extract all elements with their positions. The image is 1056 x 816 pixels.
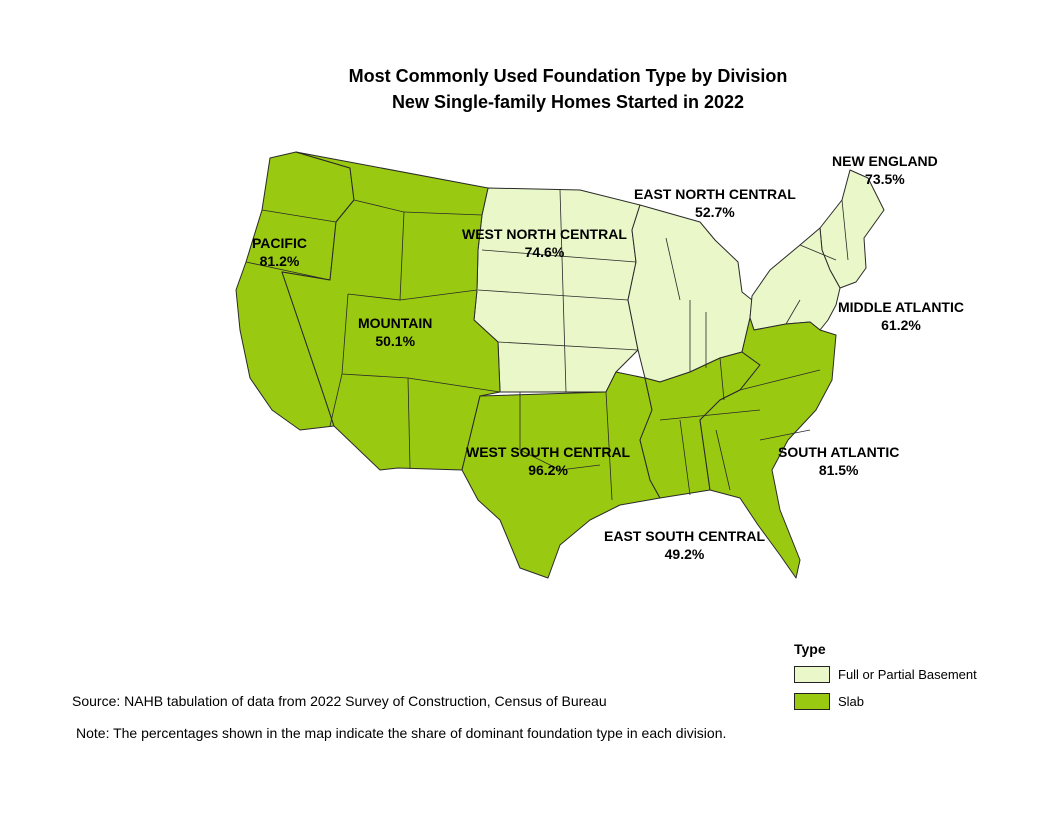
label-name: MIDDLE ATLANTIC (838, 299, 964, 315)
label-new-england: NEW ENGLAND 73.5% (832, 152, 938, 188)
label-name: PACIFIC (252, 235, 307, 251)
legend-swatch-basement (794, 666, 830, 683)
label-percent: 81.2% (259, 253, 300, 269)
label-east-north-central: EAST NORTH CENTRAL 52.7% (634, 185, 796, 221)
label-name: EAST NORTH CENTRAL (634, 186, 796, 202)
legend-swatch-slab (794, 693, 830, 710)
label-west-north-central: WEST NORTH CENTRAL 74.6% (462, 225, 627, 261)
legend-label: Full or Partial Basement (838, 667, 977, 682)
label-name: MOUNTAIN (358, 315, 433, 331)
legend-label: Slab (838, 694, 865, 709)
label-middle-atlantic: MIDDLE ATLANTIC 61.2% (838, 298, 964, 334)
legend-title: Type (794, 641, 826, 657)
label-name: SOUTH ATLANTIC (778, 444, 900, 460)
legend-item-basement: Full or Partial Basement (794, 666, 977, 683)
label-percent: 50.1% (375, 333, 416, 349)
label-percent: 49.2% (664, 546, 705, 562)
label-name: WEST NORTH CENTRAL (462, 226, 627, 242)
map-subtitle: New Single-family Homes Started in 2022 (391, 92, 745, 112)
state-borders (245, 189, 849, 501)
label-name: WEST SOUTH CENTRAL (466, 444, 631, 460)
label-south-atlantic: SOUTH ATLANTIC 81.5% (778, 443, 899, 479)
legend-item-slab: Slab (794, 693, 864, 710)
label-percent: 81.5% (818, 462, 859, 478)
label-percent: 61.2% (881, 317, 921, 333)
label-percent: 52.7% (695, 204, 735, 220)
region-west-south-central (461, 371, 661, 579)
label-percent: 74.6% (524, 244, 565, 260)
region-south-atlantic (699, 317, 837, 579)
source-text: Source: NAHB tabulation of data from 202… (72, 693, 607, 709)
map-title: Most Commonly Used Foundation Type by Di… (348, 66, 788, 86)
label-mountain: MOUNTAIN 50.1% (358, 314, 432, 350)
label-pacific: PACIFIC 81.2% (252, 234, 307, 270)
label-west-south-central: WEST SOUTH CENTRAL 96.2% (466, 443, 630, 479)
label-percent: 96.2% (528, 462, 568, 478)
region-mountain (281, 151, 501, 471)
note-text: Note: The percentages shown in the map i… (76, 725, 727, 741)
label-name: EAST SOUTH CENTRAL (604, 528, 765, 544)
label-percent: 73.5% (865, 171, 905, 187)
label-name: NEW ENGLAND (832, 153, 938, 169)
label-east-south-central: EAST SOUTH CENTRAL 49.2% (604, 527, 765, 563)
